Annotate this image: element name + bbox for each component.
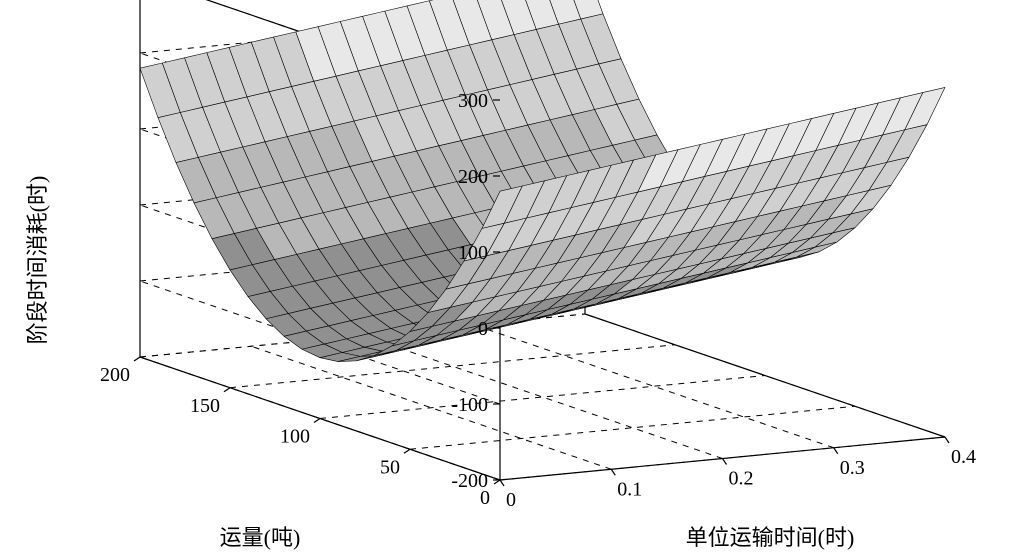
z-tick-label: -100 [451, 394, 488, 416]
surface-plot-3d: -200-100010020030005010015020000.10.20.3… [0, 0, 1035, 558]
x-tick-label: 0.4 [951, 446, 976, 468]
y-tick-label: 100 [280, 426, 310, 448]
z-tick-label: 200 [458, 166, 488, 188]
z-axis-label: 阶段时间消耗(时) [25, 176, 50, 345]
y-tick-label: 200 [100, 364, 130, 386]
surface [140, 0, 945, 362]
y-axis-label: 运量(吨) [220, 525, 301, 550]
z-tick-label: 100 [458, 242, 488, 264]
x-tick-label: 0 [506, 489, 516, 511]
x-tick-label: 0.3 [840, 457, 865, 479]
x-tick-label: 0.2 [729, 468, 754, 490]
chart-svg: -200-100010020030005010015020000.10.20.3… [0, 0, 1035, 558]
x-tick-label: 0.1 [617, 478, 642, 500]
x-axis-label: 单位运输时间(时) [686, 525, 855, 550]
y-tick-label: 50 [380, 456, 400, 478]
y-tick-label: 150 [190, 395, 220, 417]
y-tick-label: 0 [480, 487, 490, 509]
z-tick-label: 0 [478, 318, 488, 340]
z-tick-label: 300 [458, 90, 488, 112]
